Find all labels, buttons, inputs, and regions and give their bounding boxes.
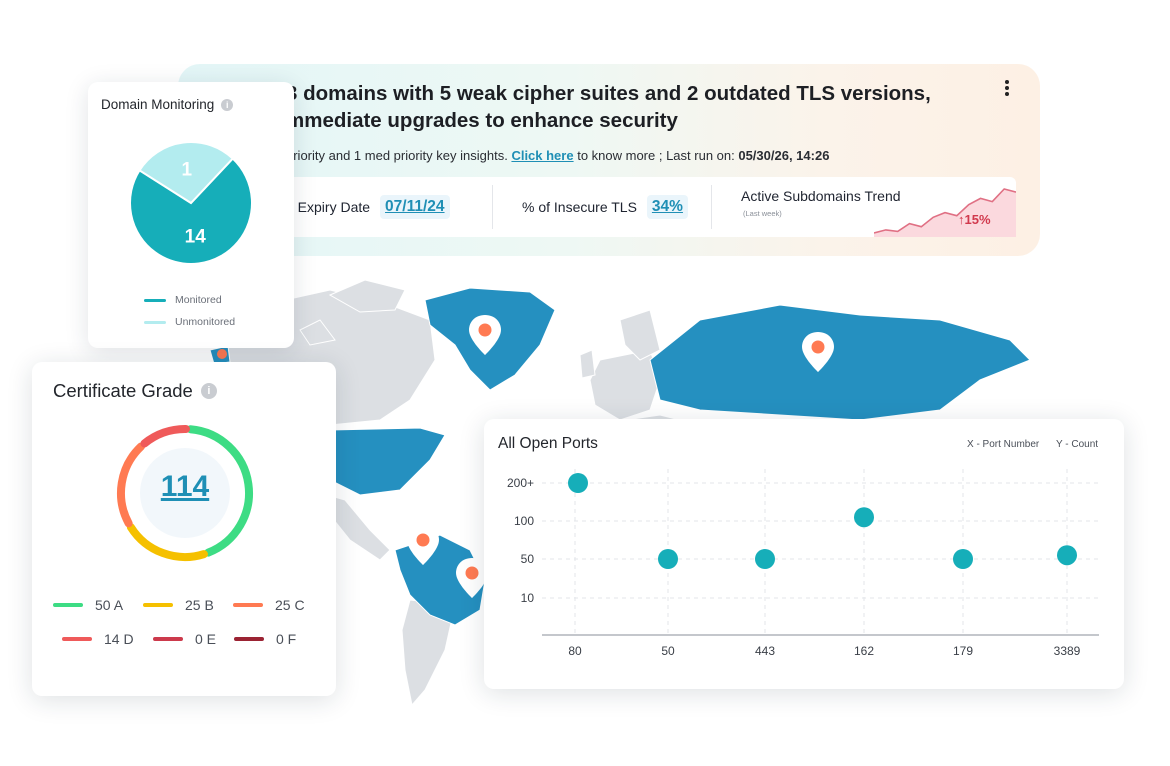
location-dot-icon (217, 349, 227, 359)
pie-slice-unmonitored (138, 141, 235, 205)
insecure-tls-value[interactable]: 34% (646, 195, 688, 219)
grade-legend-d: 14 D (62, 631, 134, 647)
map-markers (217, 315, 834, 598)
domain-monitoring-pie: 14 1 (129, 141, 253, 265)
domain-monitoring-card: Domain Monitoring i 14 1 Monitored Unmoni… (88, 82, 294, 348)
location-pin-icon (802, 332, 834, 372)
expiry-metric: e Expiry Date 07/11/24 (286, 177, 450, 237)
x-tick-label: 3389 (1054, 644, 1081, 658)
insecure-tls-metric: % of Insecure TLS 34% (522, 177, 688, 237)
grade-b-label: 25 B (185, 597, 214, 613)
x-tick-label: 50 (661, 644, 675, 658)
map-arctic-islands (328, 279, 406, 313)
info-icon[interactable]: i (200, 383, 217, 399)
grade-swatch (153, 637, 183, 641)
ring-segment-b (126, 523, 208, 561)
grade-swatch (143, 603, 173, 607)
trend-subtitle: (Last week) (743, 209, 782, 218)
certificate-grade-title: Certificate Grade i (53, 380, 217, 402)
insecure-tls-label: % of Insecure TLS (522, 199, 637, 215)
info-icon[interactable]: i (221, 98, 234, 111)
grade-e-label: 0 E (195, 631, 217, 647)
grade-legend-f: 0 F (234, 631, 296, 647)
banner-subtext-mid: to know more ; Last run on: (573, 148, 739, 163)
trend-change: ↑15% (958, 212, 991, 227)
grade-swatch (62, 637, 92, 641)
grade-swatch (53, 603, 83, 607)
x-tick-label: 80 (568, 644, 582, 658)
grade-legend-e: 0 E (153, 631, 216, 647)
pie-slice-monitored (129, 157, 253, 265)
grade-legend-b: 25 B (143, 597, 214, 613)
grade-swatch (233, 603, 263, 607)
grade-f-label: 0 F (276, 631, 297, 647)
legend-monitored: Monitored (144, 294, 222, 306)
expiry-value[interactable]: 07/11/24 (380, 195, 450, 219)
scatter-point (755, 549, 775, 569)
scatter-point (953, 549, 973, 569)
map-russia (649, 304, 1031, 421)
x-tick-label: 443 (755, 644, 775, 658)
x-tick-label: 179 (953, 644, 973, 658)
banner-headline: 3 domains with 5 weak cipher suites and … (286, 80, 966, 134)
expiry-label: e Expiry Date (286, 199, 371, 215)
certificate-grade-title-text: Certificate Grade (53, 380, 193, 401)
grade-legend-c: 25 C (233, 597, 305, 613)
metric-divider (711, 185, 712, 229)
legend-unmonitored-label: Unmonitored (175, 316, 236, 328)
open-ports-title: All Open Ports (498, 435, 598, 452)
last-run-value: 05/30/26, 14:26 (738, 148, 830, 163)
ring-segment-c (117, 442, 146, 528)
y-tick-label: 10 (521, 591, 535, 605)
pie-slice-monitored-label: 14 (185, 226, 207, 247)
insight-banner: 3 domains with 5 weak cipher suites and … (178, 64, 1040, 256)
scatter-point (568, 473, 588, 493)
grade-legend-a: 50 A (53, 597, 123, 613)
grade-ring (117, 425, 253, 561)
trend-line (874, 188, 1016, 234)
legend-swatch (144, 320, 166, 324)
metric-divider (492, 185, 493, 229)
open-ports-chart: 200+ 100 50 10 80 50 443 162 179 3389 (507, 469, 1099, 658)
grade-swatch (234, 637, 264, 641)
y-tick-label: 50 (521, 552, 535, 566)
scatter-point (1057, 545, 1077, 566)
map-usa (329, 427, 446, 496)
ring-segment-a (186, 425, 253, 557)
banner-subtext-prefix: priority and 1 med priority key insights… (286, 148, 512, 163)
y-tick-label: 200+ (507, 476, 534, 490)
legend-swatch (144, 298, 166, 302)
location-pin-icon (469, 315, 501, 355)
metrics-strip: e Expiry Date 07/11/24 % of Insecure TLS… (286, 177, 1016, 237)
scatter-point (658, 549, 678, 569)
domain-monitoring-title-text: Domain Monitoring (101, 97, 215, 112)
grade-d-label: 14 D (104, 631, 134, 647)
banner-subtext: priority and 1 med priority key insights… (286, 148, 829, 163)
pie-slice-unmonitored-label: 1 (182, 160, 193, 181)
x-tick-label: 162 (854, 644, 874, 658)
ring-segment-d (140, 425, 190, 448)
scatter-point (854, 507, 874, 528)
location-pin-icon (456, 558, 488, 598)
banner-headline-line1: 3 domains with 5 weak cipher suites and … (286, 82, 931, 105)
trend-title: Active Subdomains Trend (741, 188, 901, 204)
click-here-link[interactable]: Click here (511, 148, 574, 163)
certificate-score[interactable]: 114 (160, 470, 210, 503)
legend-monitored-label: Monitored (175, 294, 222, 306)
x-axis-note: X - Port Number (967, 439, 1040, 450)
grade-ring-center (140, 448, 230, 538)
trend-sparkline (874, 188, 1016, 237)
location-pin-icon (407, 525, 439, 565)
open-ports-card: 200+ 100 50 10 80 50 443 162 179 3389 All Open Po… (484, 419, 1124, 689)
grade-a-label: 50 A (95, 597, 124, 613)
y-axis-note: Y - Count (1056, 439, 1099, 450)
legend-unmonitored: Unmonitored (144, 316, 235, 328)
domain-monitoring-title: Domain Monitoring i (101, 97, 234, 112)
y-tick-label: 100 (514, 514, 534, 528)
grade-c-label: 25 C (275, 597, 305, 613)
map-europe (589, 349, 661, 421)
banner-headline-line2: mmediate upgrades to enhance security (286, 109, 678, 132)
certificate-grade-card: Certificate Grade i 114 50 A 25 B 25 C 1… (32, 362, 336, 696)
kebab-menu-icon[interactable] (998, 80, 1016, 100)
